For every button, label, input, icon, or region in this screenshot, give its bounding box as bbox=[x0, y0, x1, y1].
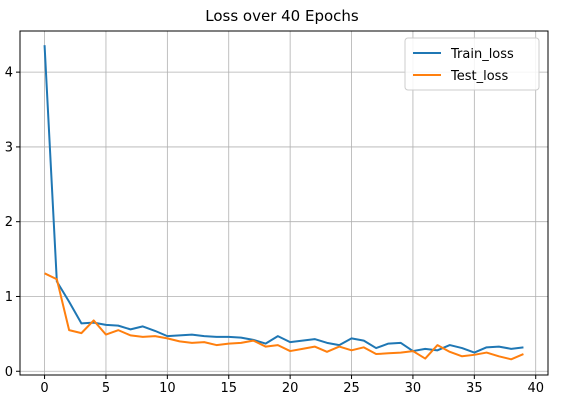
series-line-train-loss bbox=[43, 45, 524, 354]
x-tick-label: 5 bbox=[102, 381, 110, 396]
x-tick-label: 10 bbox=[159, 381, 176, 396]
x-tick-label: 35 bbox=[466, 381, 483, 396]
y-tick-label: 0 bbox=[5, 365, 13, 380]
x-tick-label: 20 bbox=[282, 381, 299, 396]
y-tick-label: 3 bbox=[5, 140, 13, 155]
chart-title: Loss over 40 Epochs bbox=[205, 7, 359, 25]
legend-label-train-loss: Train_loss bbox=[450, 47, 514, 62]
legend-label-test-loss: Test_loss bbox=[450, 69, 508, 84]
series-line-test-loss bbox=[44, 272, 524, 361]
x-tick-label: 0 bbox=[40, 381, 48, 396]
series-layer bbox=[43, 45, 524, 361]
x-tick-label: 25 bbox=[343, 381, 360, 396]
legend-box bbox=[404, 37, 540, 91]
plot-frame bbox=[19, 30, 549, 376]
y-tick-label: 4 bbox=[5, 66, 13, 81]
axis-ticks: 0 5 10 15 20 25 30 35 40 0 1 2 3 4 bbox=[5, 66, 544, 396]
y-tick-label: 1 bbox=[5, 290, 13, 305]
x-tick-label: 30 bbox=[405, 381, 422, 396]
y-tick-label: 2 bbox=[5, 215, 13, 230]
legend: Train_loss Test_loss bbox=[404, 37, 540, 91]
x-tick-label: 40 bbox=[527, 381, 544, 396]
x-tick-label: 15 bbox=[220, 381, 237, 396]
